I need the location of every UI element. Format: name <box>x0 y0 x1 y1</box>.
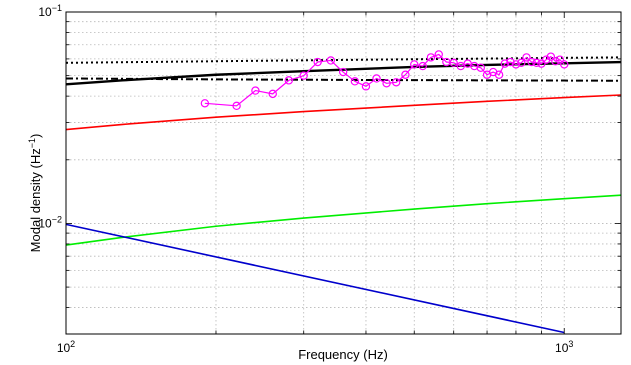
data-point <box>449 58 458 68</box>
data-point <box>426 53 436 62</box>
data-point <box>560 60 569 69</box>
data-point <box>401 70 410 79</box>
y-axis-label: Modal density (Hz−1) <box>27 134 43 253</box>
y-tick-label: 10−1 <box>38 3 62 19</box>
plot-border <box>65 11 622 335</box>
series-1 <box>65 60 622 86</box>
data-point <box>313 57 322 67</box>
series-line <box>65 60 622 86</box>
series-0 <box>65 56 622 64</box>
series-line <box>65 56 622 64</box>
data-point <box>555 55 565 64</box>
data-point <box>372 74 381 83</box>
x-axis-label: Frequency (Hz) <box>298 347 388 362</box>
series-line <box>65 194 622 246</box>
y-tick-label: 10−2 <box>38 214 62 230</box>
data-point <box>410 60 419 69</box>
data-point <box>299 71 308 80</box>
data-point <box>350 77 360 86</box>
data-point <box>382 79 391 88</box>
series-3 <box>65 94 622 131</box>
data-point <box>494 70 504 79</box>
series-line <box>65 94 622 131</box>
y-axis-label-superscript: −1 <box>27 138 37 148</box>
data-point <box>284 76 293 85</box>
axes-frame <box>65 11 622 335</box>
x-tick-label: 102 <box>57 339 75 355</box>
data-point <box>418 61 427 71</box>
data-point <box>434 50 443 59</box>
series-4 <box>65 194 622 246</box>
data-point <box>511 60 521 69</box>
data-point <box>361 82 371 91</box>
data-point <box>251 86 260 95</box>
series-5 <box>65 223 565 334</box>
data-point <box>517 58 526 68</box>
data-point <box>551 57 560 66</box>
data-point <box>500 59 510 68</box>
y-axis-label-main: Modal density (Hz <box>28 148 43 252</box>
data-point <box>268 89 277 99</box>
data-point <box>527 57 536 67</box>
series-2 <box>65 77 622 82</box>
data-point <box>522 53 531 62</box>
data-point <box>532 58 541 68</box>
data-point <box>232 101 241 111</box>
data-point <box>326 56 335 65</box>
series-line <box>65 77 622 82</box>
series-line <box>65 223 565 334</box>
data-point <box>200 99 210 108</box>
y-axis-label-suffix: ) <box>28 134 43 138</box>
x-tick-label: 103 <box>555 339 573 355</box>
data-point <box>476 63 485 72</box>
data-point <box>506 57 515 67</box>
data-point <box>392 78 401 87</box>
series-6 <box>200 50 569 111</box>
tick-labels: 102 103 10−2 10−1 <box>38 3 573 355</box>
data-point <box>546 52 556 61</box>
data-point <box>338 67 348 77</box>
grid-lines <box>66 12 621 334</box>
series-layer <box>65 50 622 334</box>
